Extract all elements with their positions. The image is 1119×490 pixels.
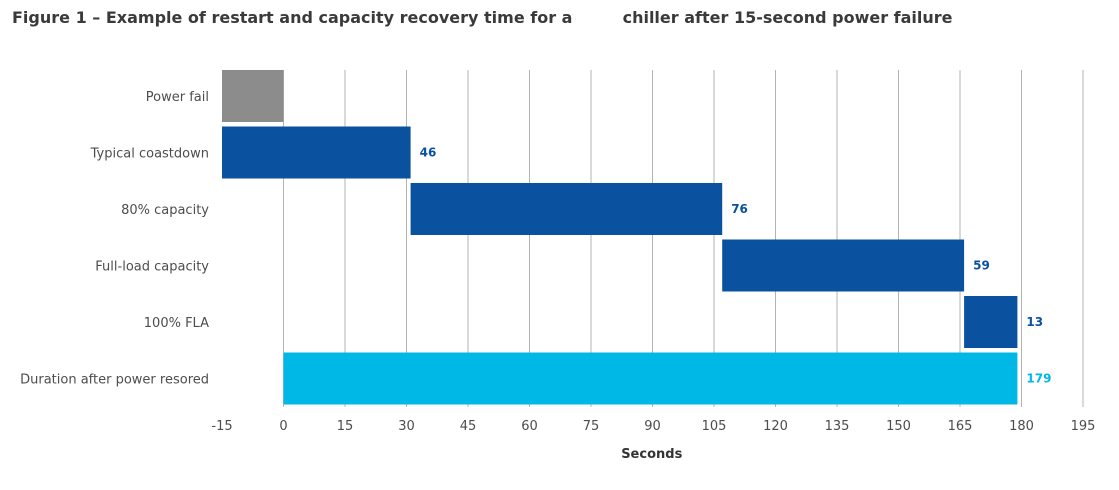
bar bbox=[283, 352, 1018, 405]
chart-title: Figure 1 – Example of restart and capaci… bbox=[12, 8, 953, 27]
x-tick-label: 75 bbox=[583, 419, 600, 434]
category-label: Power fail bbox=[146, 90, 209, 105]
x-tick-label: 135 bbox=[825, 419, 850, 434]
x-tick-label: 195 bbox=[1071, 419, 1096, 434]
x-tick-label: 30 bbox=[398, 419, 415, 434]
x-tick-label: 150 bbox=[886, 419, 911, 434]
data-label: 76 bbox=[731, 202, 748, 216]
x-tick-label: 105 bbox=[702, 419, 727, 434]
x-tick-label: 15 bbox=[337, 419, 354, 434]
x-tick-label: -15 bbox=[211, 419, 232, 434]
x-tick-label: 60 bbox=[521, 419, 538, 434]
bar bbox=[222, 126, 411, 179]
category-label: 80% capacity bbox=[121, 203, 209, 218]
data-label: 46 bbox=[420, 146, 437, 160]
category-label: Duration after power resored bbox=[20, 373, 209, 388]
bar bbox=[722, 239, 965, 292]
data-label: 179 bbox=[1026, 372, 1051, 386]
bar bbox=[410, 183, 723, 235]
category-label: 100% FLA bbox=[144, 316, 209, 331]
x-tick-label: 45 bbox=[460, 419, 477, 434]
x-tick-label: 120 bbox=[763, 419, 788, 434]
bar bbox=[222, 70, 284, 122]
data-label: 59 bbox=[973, 259, 990, 273]
x-tick-label: 0 bbox=[279, 419, 287, 434]
bar bbox=[964, 296, 1018, 348]
x-tick-label: 180 bbox=[1009, 419, 1034, 434]
category-label: Typical coastdown bbox=[90, 147, 209, 162]
category-label: Full-load capacity bbox=[95, 260, 209, 275]
x-tick-label: 90 bbox=[644, 419, 661, 434]
data-label: 13 bbox=[1026, 315, 1043, 329]
x-axis-label: Seconds bbox=[621, 447, 682, 462]
x-tick-label: 165 bbox=[948, 419, 973, 434]
